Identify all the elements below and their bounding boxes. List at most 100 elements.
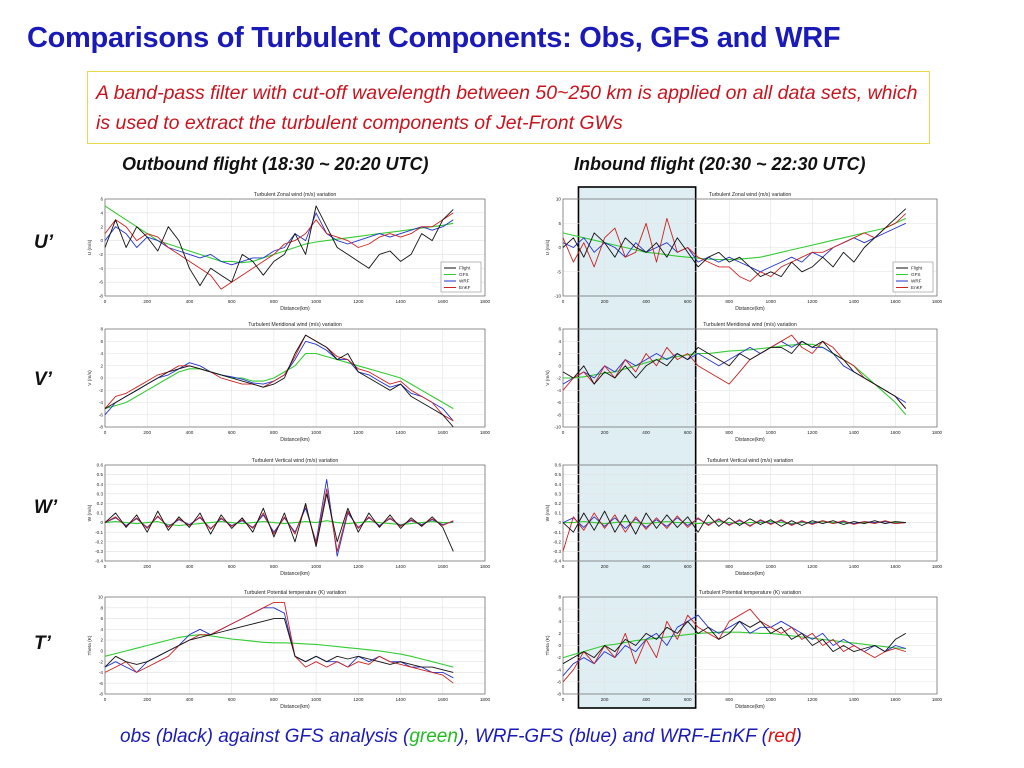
- y-tick-label: 0.2: [97, 501, 104, 506]
- x-tick-label: 0: [104, 299, 107, 304]
- y-tick-label: 6: [558, 327, 561, 332]
- x-axis-label: Distance(km): [735, 306, 765, 312]
- x-axis-label: Distance(km): [280, 306, 310, 312]
- y-tick-label: -0.2: [95, 539, 103, 544]
- x-axis-label: Distance(km): [280, 437, 310, 443]
- row-label-t: T’: [34, 633, 51, 654]
- x-tick-label: 1200: [807, 697, 818, 702]
- y-tick-label: 0: [100, 376, 103, 381]
- y-tick-label: 4: [558, 339, 561, 344]
- y-axis-label: V (m/s): [87, 370, 93, 386]
- y-axis-label: Theta (K): [545, 635, 551, 655]
- x-tick-label: 0: [562, 697, 565, 702]
- x-tick-label: 1600: [438, 299, 449, 304]
- x-tick-label: 0: [562, 564, 565, 569]
- row-label-v: V’: [34, 369, 52, 390]
- legend-entry: Flight: [459, 266, 471, 271]
- y-tick-label: -0.1: [553, 530, 561, 535]
- subplot-title: Turbulent Vertical wind (m/s) variation: [707, 458, 794, 464]
- y-axis-label: W (m/s): [545, 504, 551, 521]
- y-tick-label: 0.5: [97, 472, 104, 477]
- x-axis-label: Distance(km): [280, 704, 310, 710]
- y-tick-label: 0: [100, 520, 103, 525]
- outbound-heading: Outbound flight (18:30 ~ 20:20 UTC): [122, 154, 429, 174]
- x-tick-label: 400: [642, 299, 650, 304]
- y-tick-label: 0: [558, 520, 561, 525]
- x-tick-label: 400: [186, 697, 194, 702]
- x-tick-label: 0: [562, 430, 565, 435]
- y-tick-label: 6: [100, 339, 103, 344]
- x-tick-label: 1400: [395, 430, 406, 435]
- x-tick-label: 1800: [932, 564, 943, 569]
- x-tick-label: 1400: [395, 564, 406, 569]
- x-tick-label: 1200: [353, 430, 364, 435]
- x-tick-label: 800: [725, 430, 733, 435]
- legend-entry: GFS: [459, 272, 468, 277]
- y-tick-label: -8: [99, 294, 104, 299]
- series-line-enkf: [104, 334, 454, 422]
- x-tick-label: 1200: [807, 299, 818, 304]
- x-tick-label: 600: [684, 697, 692, 702]
- y-tick-label: -8: [99, 425, 104, 430]
- subplot-outbound-w: 0 200 400 600 800 1000 1200 1400 1600 1800 -0.4 -0.…: [87, 458, 491, 577]
- y-tick-label: 10: [556, 197, 562, 202]
- y-tick-label: 4: [100, 210, 103, 215]
- y-tick-label: -6: [99, 412, 104, 417]
- x-tick-label: 1200: [807, 564, 818, 569]
- y-tick-label: -4: [99, 400, 104, 405]
- x-tick-label: 200: [143, 430, 151, 435]
- y-tick-label: -0.2: [553, 539, 561, 544]
- x-tick-label: 1200: [353, 299, 364, 304]
- series-line-gfs: [104, 520, 454, 527]
- plot-frame: [562, 464, 938, 562]
- x-tick-label: 600: [684, 564, 692, 569]
- subplot-title: Turbulent Meridional wind (m/s) variatio…: [248, 322, 342, 328]
- y-tick-label: -6: [99, 681, 104, 686]
- x-tick-label: 1000: [311, 697, 322, 702]
- y-tick-label: -8: [99, 692, 104, 697]
- x-tick-label: 1800: [480, 697, 491, 702]
- legend-entry: EnKF: [459, 285, 471, 290]
- x-tick-label: 1800: [932, 299, 943, 304]
- y-tick-label: -0.4: [95, 559, 103, 564]
- y-tick-label: 0.5: [555, 472, 562, 477]
- y-tick-label: 0.2: [555, 501, 562, 506]
- series-line-wrf: [562, 614, 906, 677]
- subplot-inbound-u: 0 200 400 600 800 1000 1200 1400 1600 1800 -10 -5 0 5…: [545, 192, 943, 312]
- y-tick-label: -5: [557, 269, 562, 274]
- y-tick-label: 8: [100, 327, 103, 332]
- x-tick-label: 1600: [438, 430, 449, 435]
- x-tick-label: 1400: [395, 697, 406, 702]
- x-tick-label: 1000: [311, 430, 322, 435]
- y-axis-label: V (m/s): [545, 370, 551, 386]
- x-tick-label: 800: [270, 697, 278, 702]
- x-axis-label: Distance(km): [735, 571, 765, 577]
- y-tick-label: -4: [99, 266, 104, 271]
- y-tick-label: 4: [100, 351, 103, 356]
- y-tick-label: 0: [558, 363, 561, 368]
- series-line-flight: [104, 334, 454, 428]
- caption-part2: ), WRF-GFS (blue) and WRF-EnKF (: [457, 726, 768, 747]
- series-line-enkf: [562, 213, 907, 282]
- x-tick-label: 1800: [480, 430, 491, 435]
- x-tick-label: 1000: [766, 299, 777, 304]
- x-tick-label: 200: [601, 430, 609, 435]
- x-tick-label: 1600: [438, 697, 449, 702]
- x-tick-label: 800: [270, 564, 278, 569]
- x-tick-label: 1800: [932, 430, 943, 435]
- highlight-region: [577, 186, 697, 709]
- series-line-wrf: [104, 478, 454, 557]
- subplot-title: Turbulent Vertical wind (m/s) variation: [252, 458, 339, 464]
- y-tick-label: 0.4: [97, 482, 104, 487]
- y-tick-label: -0.4: [553, 559, 561, 564]
- y-tick-label: -2: [99, 388, 104, 393]
- x-tick-label: 400: [642, 564, 650, 569]
- y-tick-label: 2: [100, 638, 103, 643]
- row-label-u: U’: [34, 232, 53, 253]
- x-tick-label: 1200: [807, 430, 818, 435]
- x-axis-label: Distance(km): [735, 704, 765, 710]
- x-tick-label: 800: [270, 299, 278, 304]
- x-tick-label: 600: [684, 299, 692, 304]
